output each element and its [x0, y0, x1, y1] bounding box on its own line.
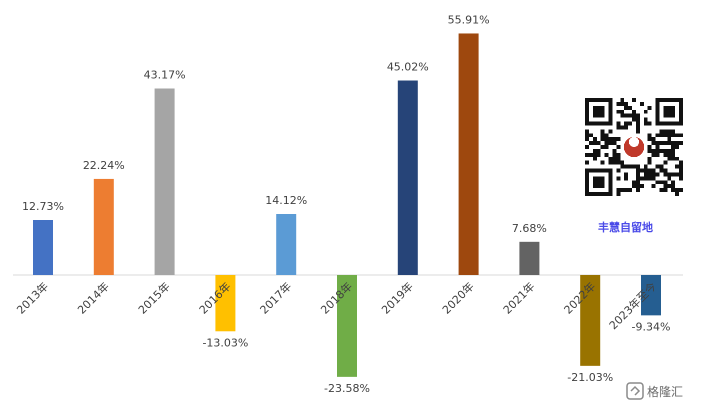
bar-6: [397, 80, 418, 275]
bar-9: [580, 275, 601, 366]
tick-label-0: 2013年: [14, 279, 51, 316]
bar-4: [276, 214, 297, 275]
qr-code-icon: [585, 98, 683, 196]
bar-8: [519, 241, 540, 275]
tick-label-6: 2019年: [378, 279, 415, 316]
data-label-2: 43.17%: [144, 69, 186, 82]
data-labels-group: 12.73% 22.24% 43.17% -13.03% 14.12% -23.58% 45…: [22, 13, 670, 394]
bar-5: [337, 275, 357, 377]
bar-3: [215, 275, 236, 332]
data-label-7: 55.91%: [448, 13, 490, 26]
bar-2: [154, 88, 175, 275]
data-label-10: -9.34%: [632, 320, 671, 333]
tick-label-1: 2014年: [74, 279, 111, 316]
data-label-0: 12.73%: [22, 200, 64, 213]
tick-labels-group: 2013年 2014年 2015年 2016年 2017年 2018年 2019年 2020年…: [14, 279, 659, 332]
gelonghui-logo-icon: 格隆汇: [626, 382, 683, 400]
bar-7: [458, 33, 479, 276]
tick-label-2: 2015年: [135, 279, 172, 316]
tick-label-8: 2021年: [500, 279, 537, 316]
data-label-6: 45.02%: [387, 61, 429, 74]
data-label-8: 7.68%: [512, 222, 547, 235]
bar-1: [93, 178, 114, 275]
tick-label-4: 2017年: [257, 279, 294, 316]
data-label-5: -23.58%: [324, 382, 370, 395]
data-label-3: -13.03%: [202, 336, 248, 349]
data-label-9: -21.03%: [567, 371, 613, 384]
data-label-1: 22.24%: [83, 159, 125, 172]
data-label-4: 14.12%: [265, 194, 307, 207]
watermark-text: 丰慧自留地: [598, 220, 653, 234]
bars-group: [33, 33, 661, 377]
bar-0: [33, 220, 53, 275]
bar-10: [641, 275, 661, 316]
tick-label-7: 2020年: [439, 279, 476, 316]
brand-name: 格隆汇: [647, 384, 683, 399]
